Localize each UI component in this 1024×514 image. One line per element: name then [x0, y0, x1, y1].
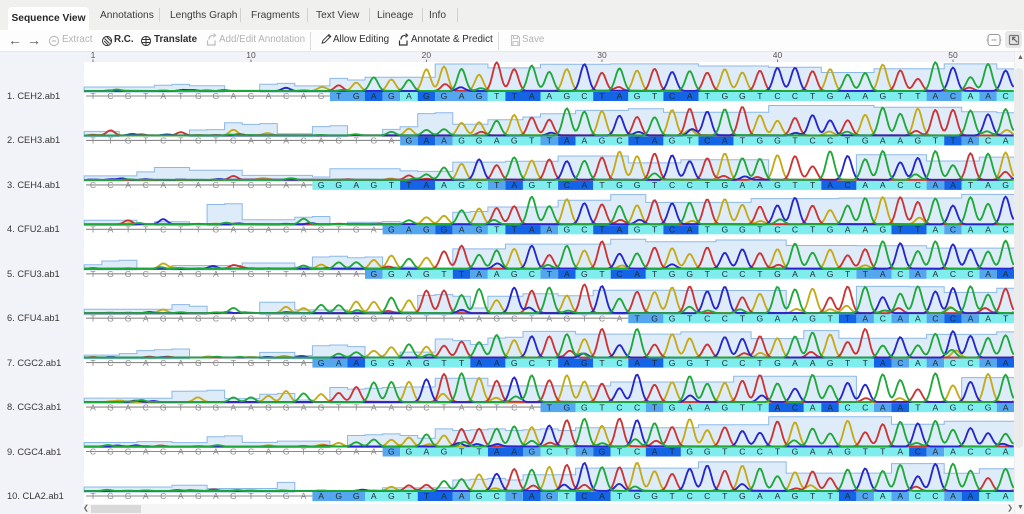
- svg-text:10: 10: [246, 52, 256, 60]
- svg-text:GGAGTTAAGCTAGTCATGGTCCTGAAGTTA: GGAGTTAAGCTAGTCATGGTCCTGAAGTTACAACCAATAG…: [318, 180, 1024, 190]
- svg-text:1: 1: [91, 52, 96, 60]
- svg-text:AGGAGTTAAGCTAGTCATGGTCCTGAAGTT: AGGAGTTAAGCTAGTCATGGTCCTGAAGTTACAACCAATA…: [318, 491, 1024, 501]
- svg-text:20: 20: [422, 52, 432, 60]
- svg-text:GGAGTTAAGCTAGTCATGGTCCTGAAGTTA: GGAGTTAAGCTAGTCATGGTCCTGAAGTTACAACCAA: [388, 447, 1024, 457]
- svg-text:40: 40: [773, 52, 783, 60]
- svg-text:TGGTCCTGAAGTTACAACCAATA: TGGTCCTGAAGTTACAACCAATA: [634, 313, 1024, 323]
- svg-text:GAGGAGTTAAGCTAGTCATGGTCCTGAAGT: GAGGAGTTAAGCTAGTCATGGTCCTGAAGTTACAACC: [388, 225, 1024, 235]
- svg-text:50: 50: [948, 52, 958, 60]
- svg-text:GAAGGAGTTAAGCTAGTCATGGTCCTGAAG: GAAGGAGTTAAGCTAGTCATGGTCCTGAAGTTACAACCAA…: [318, 358, 1024, 368]
- svg-text:30: 30: [597, 52, 607, 60]
